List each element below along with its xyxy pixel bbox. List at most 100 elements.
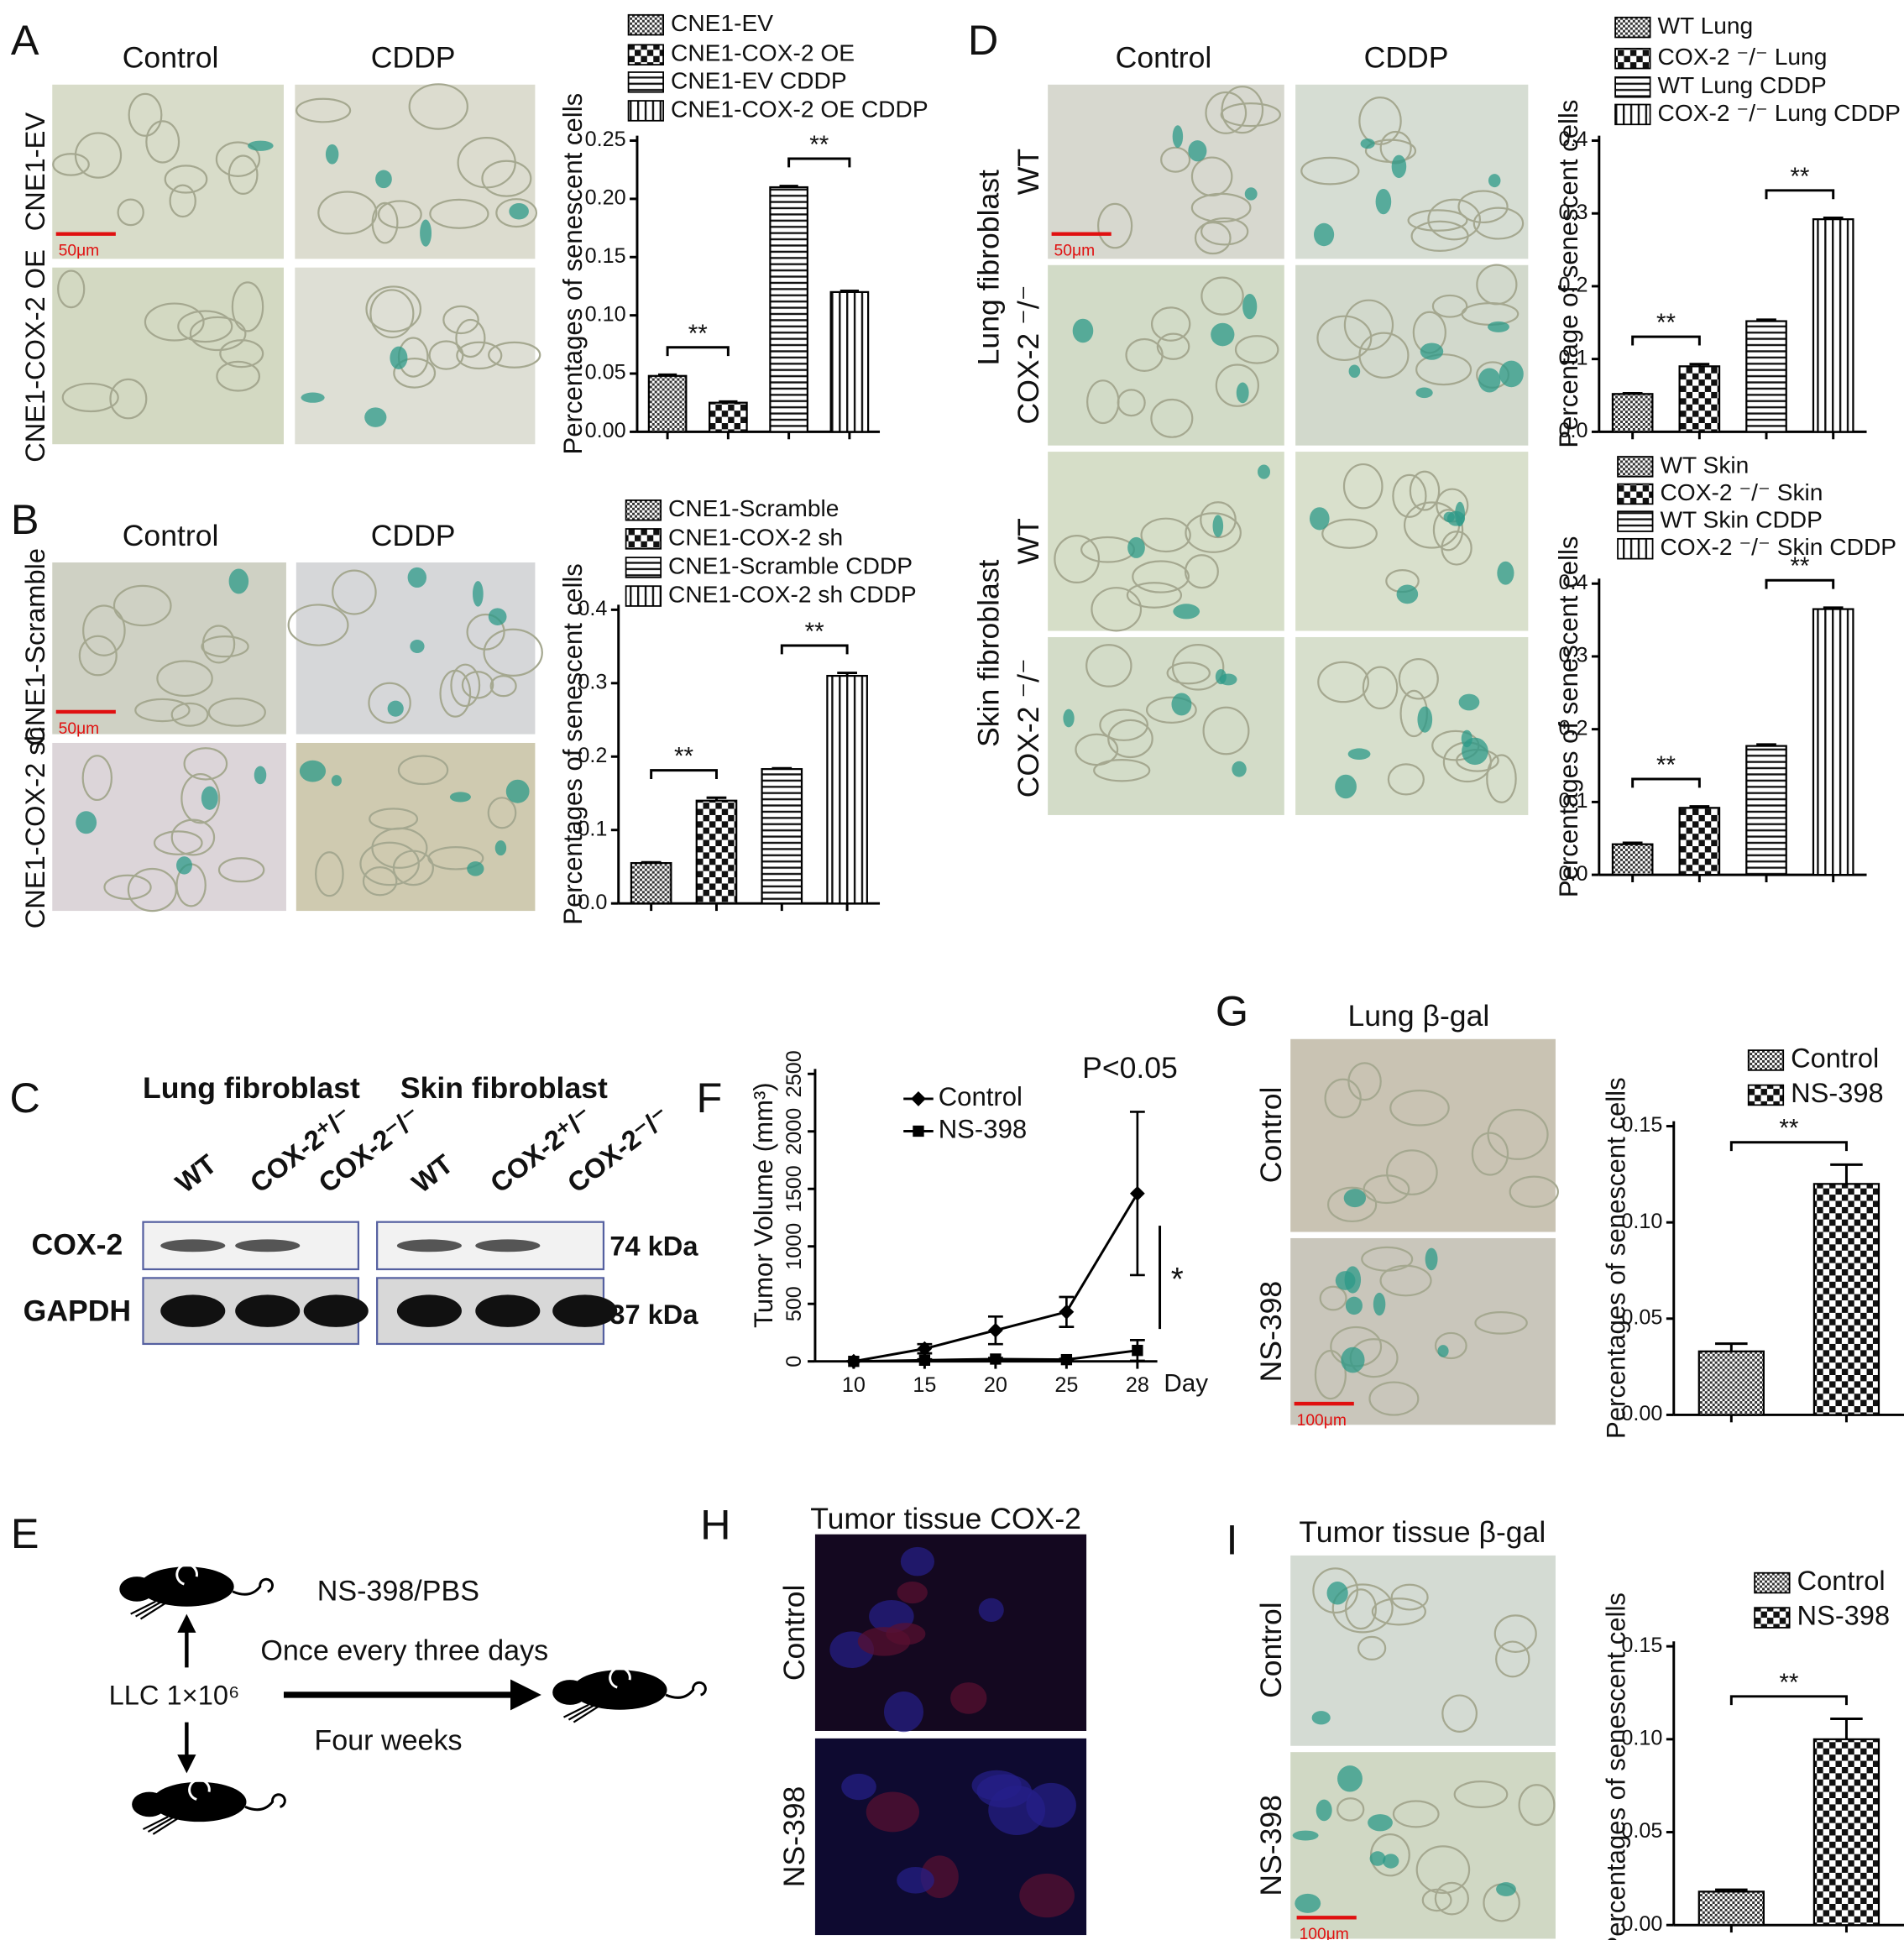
row-label: CNE1-COX-2 OE [19,249,50,463]
stain [1348,364,1361,379]
cell [145,120,180,164]
mouse-head [552,1680,588,1705]
stain [176,856,192,875]
cell [1200,217,1249,246]
cell [1518,1784,1556,1827]
stain [1188,140,1207,162]
stain [473,581,484,607]
legend-swatch [1617,456,1654,478]
micrograph [1048,264,1284,446]
legend-swatch [1614,47,1651,70]
significance-bracket [666,346,730,357]
stain [1373,1292,1386,1316]
cell [495,198,538,228]
cell [1316,315,1373,362]
x-tick-label: 15 [913,1373,936,1397]
marker [918,1354,931,1367]
bar [630,861,672,905]
legend-label: WT Lung CDDP [1657,72,1826,98]
cell [488,341,541,369]
band [475,1239,541,1252]
cell [1472,207,1525,240]
cell [857,1627,911,1656]
micrograph [1290,1038,1556,1232]
error-bar [779,185,798,188]
cell [81,755,113,802]
y-tick-label: 0.15 [1621,1634,1662,1657]
cell [1493,1614,1537,1653]
cell [1407,209,1468,232]
row-label: COX-2 ⁻/⁻ [1012,285,1045,424]
cell [1431,294,1468,318]
row-label: CNE1-EV [19,112,50,232]
error-bar [1823,216,1844,220]
significance-bracket [1729,1695,1848,1706]
error-bar [1715,1342,1748,1352]
y-tick-label: 0.00 [1621,1912,1662,1936]
cell [1150,398,1194,438]
cell [439,669,472,718]
row-label: WT [1012,518,1045,564]
stain [390,346,408,369]
cell [296,97,352,123]
error-bar [706,796,727,801]
cell [1314,1350,1347,1400]
stain [488,608,507,625]
stain [1437,1345,1449,1357]
significance-label: * [1171,1262,1184,1298]
micrograph [1048,84,1284,259]
scale-bar-label: 50μm [59,720,100,738]
cell [1471,1132,1509,1176]
y-tick-label: 0.4 [1558,571,1588,594]
bar [1812,1183,1880,1416]
y-axis-label: Percentages of senescent cells [558,93,588,455]
cell [1126,582,1183,609]
y-tick-label: 0.0 [1558,419,1588,442]
legend-label: CNE1-COX-2 OE [671,40,855,66]
cell [1054,535,1101,584]
stain [387,700,404,717]
panel-title: Tumor tissue COX-2 [810,1502,1081,1535]
panel-letter: H [700,1501,730,1549]
cell [1427,198,1482,241]
y-tick-label: 0.0 [578,891,607,914]
cell [456,341,503,370]
cell [1331,1583,1394,1634]
cell [201,635,249,658]
stain [1335,774,1357,799]
error-bar [1689,363,1710,367]
legend-label: WT Lung [1657,13,1753,39]
legend-label: CNE1-Scramble CDDP [668,552,913,578]
cell [153,830,203,855]
cell [1324,1078,1362,1119]
mouse-tail [665,1681,707,1699]
significance-bracket [1631,335,1701,346]
micrograph [1048,452,1284,631]
legend-swatch [1747,1049,1785,1071]
significance-label: ** [688,320,709,348]
cell [1342,463,1384,510]
y-tick-label: 0.05 [1621,1305,1662,1329]
micrograph [1295,636,1529,815]
stain [248,140,274,151]
legend-swatch [1617,510,1654,532]
y-tick-label: 0.10 [1621,1210,1662,1233]
cell [442,305,479,335]
legend-marker [913,1125,924,1137]
significance-label: ** [674,743,694,771]
stain [1171,693,1192,716]
y-axis-label: Percentages of senescent cells [1601,1077,1630,1439]
cell [228,154,259,196]
cell [177,310,233,343]
stain [407,567,427,588]
y-tick-label: 0.05 [585,361,626,384]
cell [1215,363,1259,407]
cell [368,682,411,724]
y-axis-label: Percentages of senescent cells [1554,536,1583,898]
cell [127,867,177,912]
cell [1457,190,1509,224]
stain [1337,1765,1363,1792]
cell [429,198,489,229]
cell [900,1546,935,1577]
